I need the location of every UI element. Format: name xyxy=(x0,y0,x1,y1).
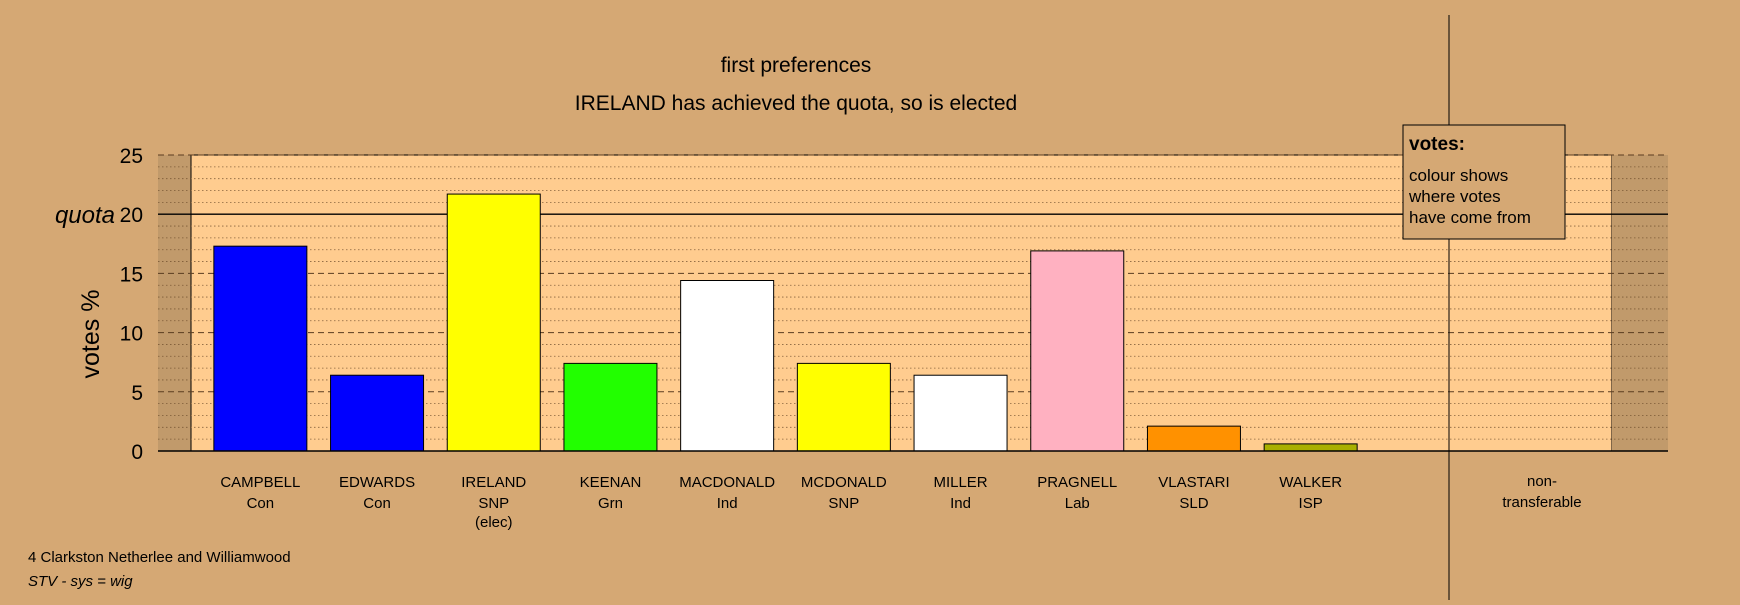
candidate-party-label: Con xyxy=(247,495,275,512)
y-axis-label: votes % xyxy=(77,290,105,379)
bar-mcdonald xyxy=(796,362,891,452)
y-tick-label: 5 xyxy=(131,382,143,405)
candidate-name-label: MCDONALD xyxy=(801,474,887,491)
legend-box: votes: colour shows where votes have com… xyxy=(1402,124,1566,240)
plot-bands xyxy=(158,154,1668,452)
right-edge-band xyxy=(1612,155,1668,451)
y-tick-label: 25 xyxy=(120,145,143,168)
candidate-name-label: KEENAN xyxy=(580,474,642,491)
y-tick-label: 20 xyxy=(120,204,143,227)
legend-line-1: colour shows xyxy=(1409,166,1508,185)
candidate-name-label: PRAGNELL xyxy=(1037,474,1117,491)
y-axis: 0 5 10 15 20 25 quota xyxy=(55,145,1668,464)
candidate-party-label: Ind xyxy=(950,495,971,512)
chart-subtitle: IRELAND has achieved the quota, so is el… xyxy=(575,92,1017,115)
bar-vlastari xyxy=(1146,425,1241,452)
candidate-name-label: WALKER xyxy=(1279,474,1342,491)
nontransferable-label-1: non- xyxy=(1527,473,1557,490)
system-label: STV - sys = wig xyxy=(28,573,133,590)
candidate-name-label: EDWARDS xyxy=(339,474,415,491)
chart-title: first preferences xyxy=(721,54,872,77)
bar-keenan xyxy=(563,362,658,452)
candidate-name-label: MILLER xyxy=(933,474,987,491)
candidate-name-label: CAMPBELL xyxy=(220,474,300,491)
candidate-party-label: Con xyxy=(363,495,391,512)
candidate-party-label: Lab xyxy=(1065,495,1090,512)
candidate-name-label: MACDONALD xyxy=(679,474,775,491)
candidate-party-label: SNP xyxy=(478,495,509,512)
bar-ireland xyxy=(446,193,541,452)
bars xyxy=(213,193,1358,452)
candidate-party-label: SNP xyxy=(828,495,859,512)
plot-band xyxy=(190,154,1613,452)
y-tick-label: 10 xyxy=(120,323,143,346)
candidate-party-label: SLD xyxy=(1179,495,1208,512)
legend-title: votes: xyxy=(1409,134,1465,155)
candidate-name-label: IRELAND xyxy=(461,474,526,491)
x-axis-labels: CAMPBELL Con EDWARDS Con IRELAND SNP (elec) KEE… xyxy=(220,473,1581,531)
nontransferable-label-2: transferable xyxy=(1502,494,1581,511)
bar-pragnell xyxy=(1030,250,1125,452)
y-tick-label: 0 xyxy=(131,441,143,464)
left-edge-band xyxy=(158,155,191,451)
candidate-party-label: Ind xyxy=(717,495,738,512)
candidate-note-label: (elec) xyxy=(475,514,513,531)
bar-walker xyxy=(1263,443,1358,452)
legend-line-3: have come from xyxy=(1409,208,1531,227)
y-tick-label: 15 xyxy=(120,263,143,286)
quota-label: quota xyxy=(55,202,115,229)
district-label: 4 Clarkston Netherlee and Williamwood xyxy=(28,549,291,566)
bar-edwards xyxy=(330,374,425,452)
legend-frame xyxy=(1402,124,1566,240)
bar-miller xyxy=(913,374,1008,452)
legend-line-2: where votes xyxy=(1408,187,1501,206)
bar-campbell xyxy=(213,245,308,452)
candidate-name-label: VLASTARI xyxy=(1158,474,1229,491)
candidate-party-label: ISP xyxy=(1299,495,1323,512)
bar-macdonald xyxy=(680,280,775,452)
candidate-party-label: Grn xyxy=(598,495,623,512)
